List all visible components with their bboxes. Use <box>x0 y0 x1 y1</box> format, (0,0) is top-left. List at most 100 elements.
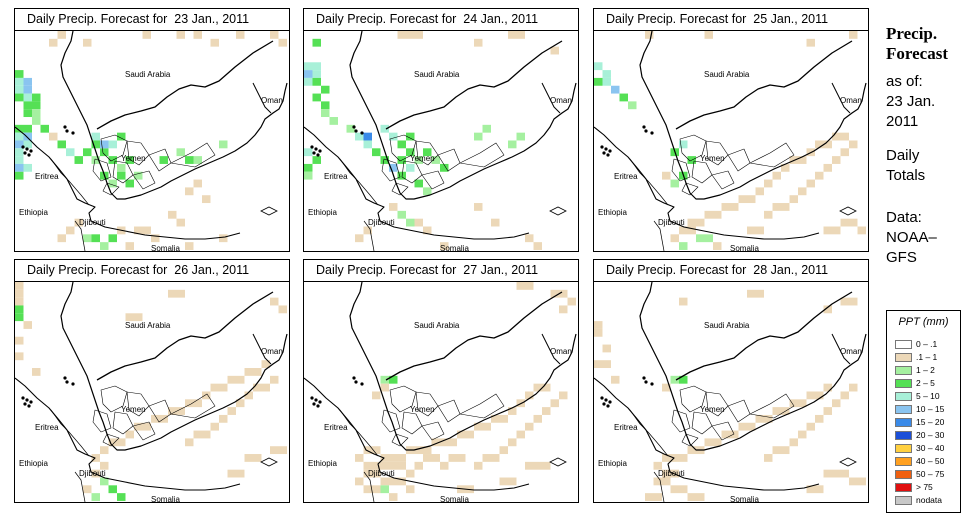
precip-cell <box>100 148 109 157</box>
governorate-border <box>112 411 134 435</box>
forecast-panel-6: Daily Precip. Forecast for 28 Jan., 2011… <box>593 259 869 503</box>
governorate-border <box>727 399 751 423</box>
precip-cell <box>23 93 32 102</box>
precip-cell <box>533 414 542 423</box>
label-yemen: Yemen <box>700 405 725 414</box>
oman-border <box>831 82 851 114</box>
precip-cell <box>840 391 849 400</box>
precip-cell <box>431 438 440 447</box>
label-oman: Oman <box>261 347 283 356</box>
precip-cell <box>397 454 406 462</box>
precip-cell <box>380 461 389 470</box>
precip-cell <box>193 399 202 408</box>
governorate-border <box>679 134 707 162</box>
precip-cell <box>849 218 858 227</box>
precip-cell <box>704 234 713 243</box>
forecast-panel-2: Daily Precip. Forecast for 24 Jan., 2011… <box>303 8 579 252</box>
precip-cell <box>602 70 611 78</box>
islands <box>600 376 654 408</box>
precip-cell <box>491 414 500 423</box>
governorate-border <box>415 140 439 166</box>
label-saudi-arabia: Saudi Arabia <box>125 70 171 79</box>
precip-cell <box>312 70 321 78</box>
precip-cell <box>772 407 781 415</box>
precip-cell <box>823 226 832 235</box>
precip-cell <box>236 375 245 384</box>
precip-cell <box>91 493 100 501</box>
precip-cell <box>832 469 841 478</box>
precip-cell <box>389 375 398 384</box>
heading-precip: Precip. <box>886 24 938 43</box>
precip-cell <box>508 407 517 415</box>
precip-cell <box>15 313 24 322</box>
governorate-border <box>681 433 699 447</box>
panel-title: Daily Precip. Forecast for 23 Jan., 2011 <box>15 9 289 31</box>
precip-cell <box>696 234 705 243</box>
legend-swatch <box>895 405 912 414</box>
label-oman: Oman <box>550 347 572 356</box>
precip-cell <box>840 148 849 157</box>
precip-cell <box>696 218 705 227</box>
precip-cell <box>815 171 824 180</box>
precip-map: Saudi Arabia Oman Yemen Eritrea Ethiopia Djib… <box>15 31 288 251</box>
precip-cell <box>423 446 432 455</box>
legend-item: 20 – 30 <box>895 430 944 441</box>
governorate-border <box>381 158 401 182</box>
precip-cell <box>23 132 32 141</box>
socotra-island <box>549 206 567 216</box>
governorate-border <box>381 409 401 433</box>
precip-cell <box>389 454 398 462</box>
label-djibouti: Djibouti <box>658 469 685 478</box>
precip-cell <box>151 414 160 423</box>
precip-cell <box>142 226 151 235</box>
precip-cell <box>764 179 773 188</box>
precip-cell <box>406 218 415 227</box>
precip-cell <box>134 171 143 180</box>
precip-cell <box>567 297 576 306</box>
legend-item: 30 – 40 <box>895 443 944 454</box>
precip-cell <box>108 234 117 243</box>
precip-cell <box>32 109 41 118</box>
governorate-border <box>389 134 417 162</box>
precip-cell <box>355 234 364 243</box>
governorate-border <box>679 385 707 413</box>
africa-coastline <box>15 377 241 491</box>
precip-cell <box>108 179 117 188</box>
label-ethiopia: Ethiopia <box>598 208 627 217</box>
precip-cell <box>312 156 321 164</box>
precip-cell <box>304 163 313 172</box>
precip-cell <box>482 422 491 431</box>
precip-cell <box>508 140 517 149</box>
precip-cell <box>594 77 603 86</box>
precip-cell <box>397 461 406 470</box>
precip-cell <box>823 140 832 149</box>
precip-cell <box>704 210 713 219</box>
precip-cell <box>406 148 415 157</box>
legend-item: 15 – 20 <box>895 417 944 428</box>
governorate-border <box>459 393 505 419</box>
precip-cell <box>244 368 253 376</box>
precip-cell <box>806 485 815 494</box>
precip-cell <box>781 203 790 211</box>
governorate-border <box>691 411 713 435</box>
precip-cell <box>15 148 24 157</box>
precip-cell <box>823 305 832 314</box>
governorate-border <box>102 433 120 447</box>
legend-label: 30 – 40 <box>916 443 945 453</box>
precip-cell <box>15 336 24 345</box>
label-somalia: Somalia <box>151 244 180 251</box>
precip-cell <box>321 109 330 118</box>
precip-cell <box>389 132 398 141</box>
precip-cell <box>653 461 662 470</box>
precip-cell <box>134 422 143 431</box>
precip-cell <box>83 148 92 157</box>
precip-cell <box>755 226 764 235</box>
governorate-border <box>391 182 409 196</box>
label-ethiopia: Ethiopia <box>19 208 48 217</box>
label-somalia: Somalia <box>440 244 469 251</box>
governorate-border <box>92 409 112 433</box>
precip-cell <box>474 132 483 141</box>
totals-label: Totals <box>886 167 926 184</box>
data-source-noaa: NOAA– <box>886 229 937 246</box>
precip-cell <box>253 383 262 392</box>
